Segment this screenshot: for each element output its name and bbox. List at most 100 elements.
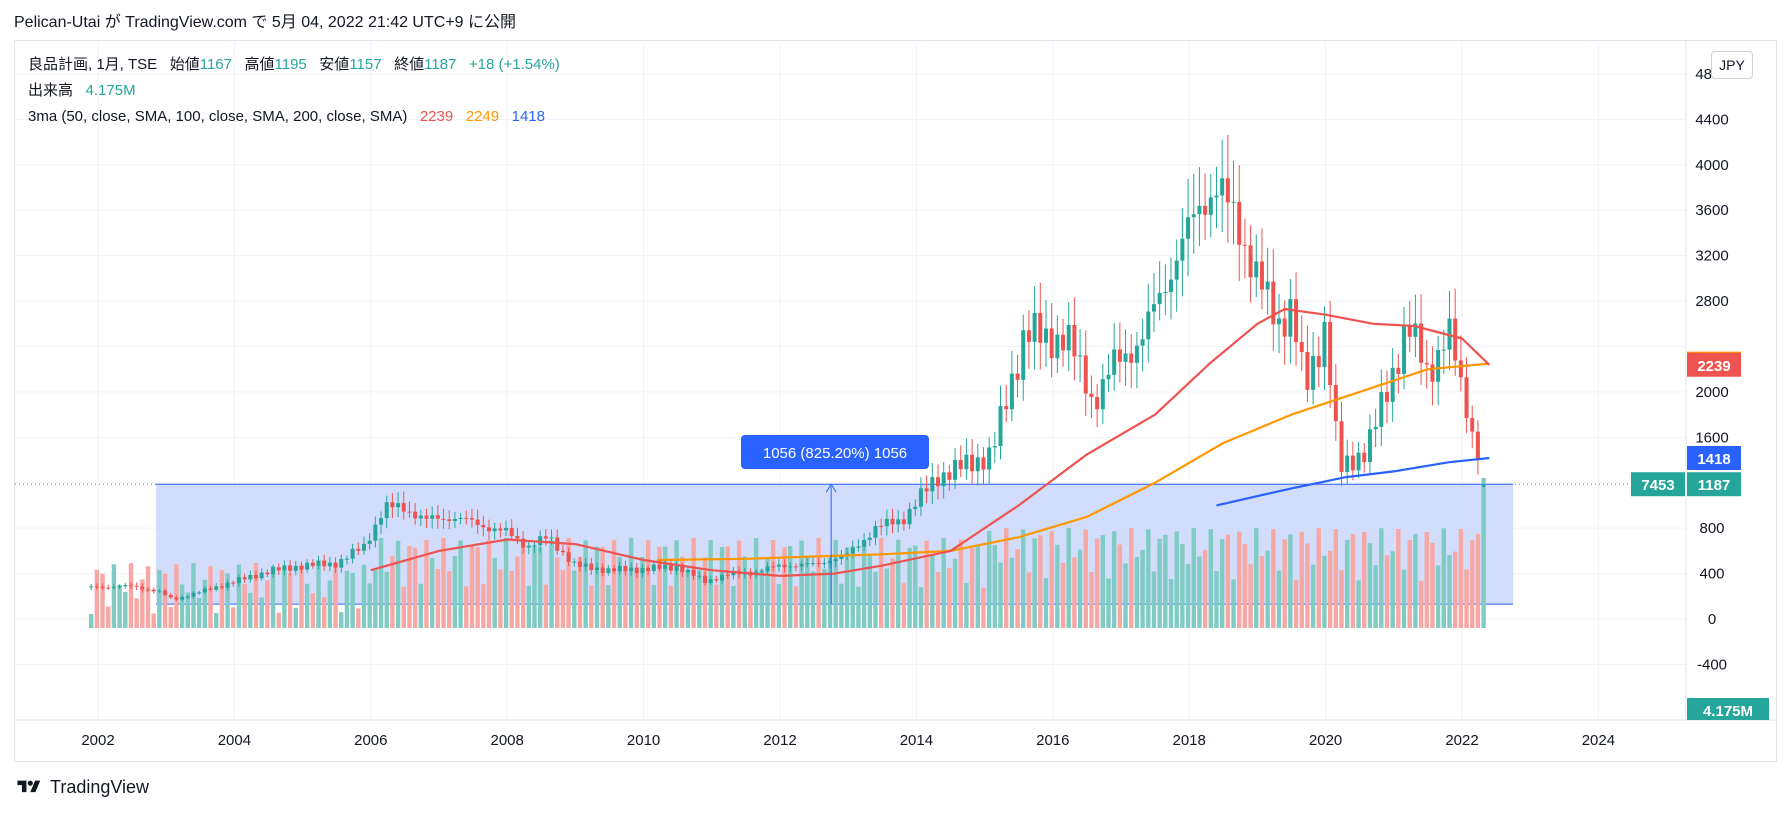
candle-body: [163, 590, 168, 595]
volume-bar: [1237, 531, 1242, 628]
volume-bar: [1407, 539, 1412, 628]
candle-body: [1458, 360, 1463, 378]
candle-body: [702, 575, 707, 584]
volume-bar: [1174, 531, 1179, 628]
volume-bar: [1418, 580, 1424, 628]
volume-bar: [1259, 556, 1265, 628]
symbol-label[interactable]: 良品計画, 1月, TSE: [28, 56, 158, 73]
chart-frame[interactable]: [14, 40, 1777, 762]
volume-bar: [498, 569, 503, 628]
candle-body: [1112, 349, 1117, 375]
volume-bar: [1299, 531, 1304, 628]
candle-body: [970, 454, 975, 472]
volume-label[interactable]: 出来高: [28, 82, 74, 99]
volume-bar: [1265, 550, 1270, 628]
volume-bar: [1021, 529, 1026, 628]
volume-bar: [1117, 544, 1123, 628]
candle-body: [498, 528, 503, 531]
candle-body: [458, 517, 463, 519]
candle-body: [1333, 384, 1338, 422]
candle-body: [157, 590, 162, 592]
volume-bar: [1219, 539, 1225, 628]
volume-bar: [702, 557, 708, 628]
countdown-label: 7453: [1641, 477, 1674, 494]
candle-body: [202, 588, 207, 593]
volume-bar: [555, 557, 560, 628]
volume-bar: [1055, 544, 1060, 628]
volume-bar: [884, 568, 890, 628]
brand-name: TradingView: [50, 776, 150, 797]
candle-body: [1379, 392, 1384, 427]
volume-bar: [412, 547, 418, 628]
low-value: 1157: [349, 56, 382, 73]
time-tick-label: 2018: [1173, 732, 1206, 749]
volume-bar: [827, 558, 833, 628]
volume-bar: [941, 538, 946, 628]
candle-body: [134, 585, 139, 587]
volume-bar: [1208, 529, 1213, 628]
candle-body: [566, 552, 571, 562]
price-axis-label: 2239: [1697, 358, 1730, 375]
candle-body: [197, 592, 202, 594]
candle-body: [577, 561, 582, 567]
candle-body: [532, 545, 537, 547]
candle-body: [708, 579, 713, 584]
candle-body: [935, 477, 940, 487]
volume-bar: [469, 546, 475, 628]
candle-body: [1464, 377, 1469, 418]
volume-bar: [208, 566, 213, 628]
volume-bar: [1362, 531, 1367, 628]
volume-bar: [299, 564, 304, 628]
volume-bar: [1316, 528, 1321, 628]
volume-bar: [265, 580, 270, 628]
price-tick-label: -400: [1697, 656, 1727, 673]
volume-bar: [1293, 579, 1299, 628]
candle-body: [560, 550, 565, 553]
volume-bar: [407, 545, 412, 628]
candle-body: [293, 565, 298, 571]
candle-body: [1140, 339, 1145, 346]
candle-body: [140, 586, 145, 590]
volume-bar: [1384, 555, 1390, 628]
candle-body: [1470, 417, 1475, 432]
volume-bar: [623, 570, 628, 628]
volume-bar: [185, 592, 190, 628]
volume-bar: [1180, 544, 1185, 628]
volume-bar: [850, 545, 855, 628]
candle-body: [793, 566, 798, 568]
candle-body: [924, 488, 929, 492]
volume-bar: [373, 568, 378, 628]
candle-body: [975, 457, 980, 472]
volume-bar: [179, 584, 185, 628]
volume-bar: [725, 546, 730, 628]
volume-bar: [333, 565, 338, 628]
candle-body: [634, 567, 639, 574]
candle-body: [1021, 330, 1026, 380]
volume-bar: [390, 555, 395, 628]
ma-label[interactable]: 3ma (50, close, SMA, 100, close, SMA, 20…: [28, 108, 408, 125]
price-tick-label: 3200: [1695, 248, 1728, 265]
candle-body: [879, 526, 884, 528]
high-value: 1195: [274, 56, 307, 73]
currency-button[interactable]: JPY: [1711, 51, 1753, 79]
volume-bar: [1043, 578, 1049, 628]
volume-bar: [1470, 540, 1475, 628]
candle-body: [316, 560, 321, 566]
candle-body: [1072, 324, 1077, 357]
candle-body: [1356, 452, 1361, 471]
candle-body: [1373, 426, 1378, 430]
tradingview-logo-icon: [17, 780, 41, 793]
volume-bar: [566, 538, 571, 628]
volume-bar: [924, 540, 929, 628]
plot-area[interactable]: [88, 134, 1514, 628]
price-tick-label: 4400: [1695, 111, 1728, 128]
volume-bar: [657, 546, 662, 628]
volume-bar: [1015, 549, 1020, 628]
volume-bar: [429, 558, 435, 628]
volume-bar: [742, 556, 747, 628]
candle-body: [646, 567, 651, 572]
volume-bar: [691, 538, 696, 628]
volume-bar: [287, 573, 293, 628]
volume-bar: [1288, 534, 1293, 628]
